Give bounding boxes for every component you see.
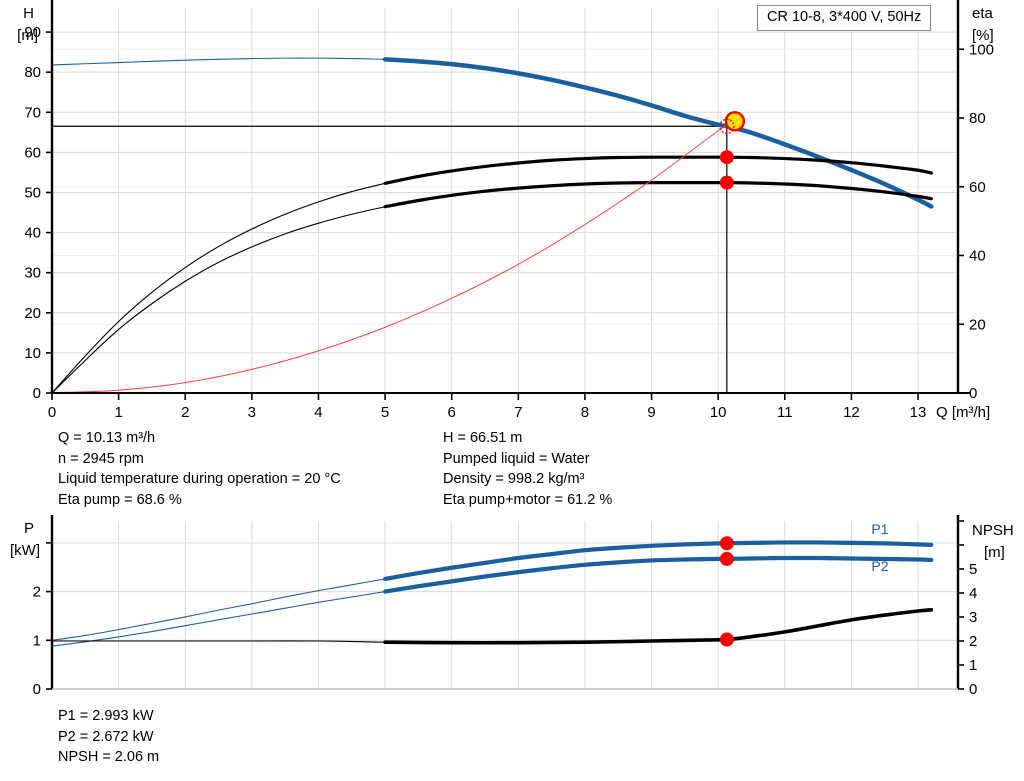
curve-label-p1: P1 [871,521,888,537]
marker-p2-point [719,551,734,566]
x-tick-label: 10 [710,404,727,421]
detail-liquid: Pumped liquid = Water [443,450,590,467]
marker-npsh-point [719,632,734,647]
detail-p1: P1 = 2.993 kW [58,708,154,724]
y-tick-label-right: 5 [969,561,977,578]
detail-temp: Liquid temperature during operation = 20… [58,471,341,487]
curve-thick-p1 [382,540,934,582]
curve-label-p2: P2 [871,558,888,574]
x-tick-label: 12 [843,404,860,421]
y-tick-label-right: 0 [969,681,977,698]
curve-thin-p1 [51,578,386,641]
marker-p1-point [719,536,734,551]
x-tick-label: 6 [448,404,456,421]
y-tick-label-left: 2 [33,584,41,601]
x-tick-label: 3 [248,404,256,421]
curve-thick-p2 [382,555,934,594]
y-tick-label-left: 40 [24,225,41,242]
y-tick-label-right: 100 [969,41,994,58]
y-tick-label-left: 0 [33,385,41,402]
y-axis-title-eta-unit: [%] [972,27,994,44]
y-tick-label-left: 1 [33,632,41,649]
curve-duty-system-curve [51,124,728,394]
marker-duty-point [719,118,735,134]
y-tick-label-left: 20 [24,305,41,322]
curve-thick-npsh [383,608,934,645]
power-details: P1 = 2.993 kW P2 = 2.672 kW NPSH = 2.06 … [58,706,159,768]
x-tick-label: 9 [647,404,655,421]
detail-npsh: NPSH = 2.06 m [58,749,160,765]
y-axis-title-npsh-unit: [m] [984,544,1005,561]
x-tick-label: 1 [114,404,122,421]
curve-thin-h-curve-head- [51,57,386,66]
y-axis-title-h: H [23,5,34,22]
x-tick-label: 11 [777,404,793,421]
operating-details-right: H = 66.51 m Pumped liquid = Water Densit… [443,428,612,510]
y-axis-title-npsh: NPSH [972,522,1014,539]
x-tick-label: 13 [910,404,927,421]
marker-eta-pump-motor-point [719,175,734,190]
x-tick-label: 2 [181,404,189,421]
y-tick-label-left: 0 [33,681,41,698]
y-tick-label-left: 90 [24,24,41,41]
detail-density: Density = 998.2 kg/m³ [443,471,585,487]
y-axis-title-p-unit: [kW] [10,542,40,559]
y-axis-title-p: P [24,520,34,537]
y-tick-label-right: 60 [969,179,986,196]
x-tick-label: 0 [48,404,56,421]
y-tick-label-left: 50 [24,184,41,201]
pump-title-text: CR 10-8, 3*400 V, 50Hz [767,9,922,25]
power-npsh-chart: 0 1 2 0 1 2 3 4 5 P [kW] NPSH [m] P1 P2 [10,515,1014,698]
curve-thin-eta-pump [51,182,386,394]
y-tick-label-right: 1 [969,657,977,674]
operating-details-left: Q = 10.13 m³/h n = 2945 rpm Liquid tempe… [58,428,341,510]
curve-thin-npsh [51,640,386,643]
curve-thick-h-curve-head- [382,57,934,209]
y-tick-label-left: 10 [24,345,41,362]
detail-eta-pump: Eta pump = 68.6 % [58,491,182,508]
curve-thick-eta-pump [383,155,933,185]
y-tick-label-left: 60 [24,144,41,161]
y-tick-label-right: 2 [969,633,977,650]
x-tick-label: 5 [381,404,389,421]
detail-eta-pump-motor: Eta pump+motor = 61.2 % [443,491,613,508]
y-tick-label-left: 30 [24,265,41,282]
marker-eta-pump-point [719,150,734,165]
marker-operating-point [724,111,746,132]
x-tick-label: 4 [314,404,322,421]
y-tick-label-right: 0 [969,385,977,402]
y-tick-label-right: 4 [969,585,977,602]
y-axis-title-h-unit: [m] [17,27,38,44]
pump-title-box: CR 10-8, 3*400 V, 50Hz [757,5,932,31]
detail-p2: P2 = 2.672 kW [58,728,154,745]
curve-thin-p2 [51,591,386,647]
bottom-chart-group: 0 1 2 0 1 2 3 4 5 P [kW] NPSH [m] P1 P2 [10,515,1014,698]
detail-q: Q = 10.13 m³/h [58,430,156,446]
y-tick-label-right: 20 [969,316,986,333]
x-tick-label: 7 [514,404,522,421]
y-tick-label-left: 70 [24,104,41,121]
y-tick-label-right: 3 [969,609,977,626]
detail-h: H = 66.51 m [443,430,523,446]
detail-n: n = 2945 rpm [58,450,144,467]
y-tick-label-left: 80 [24,64,41,81]
curve-thin-eta-pump-motor [51,206,386,394]
y-tick-label-right: 80 [969,110,986,127]
x-tick-label: 8 [581,404,589,421]
x-axis-title-q: Q [m³/h] [936,404,990,421]
y-tick-label-right: 40 [969,248,986,265]
y-axis-title-eta: eta [972,5,994,22]
curve-thick-eta-pump-motor [383,180,933,209]
